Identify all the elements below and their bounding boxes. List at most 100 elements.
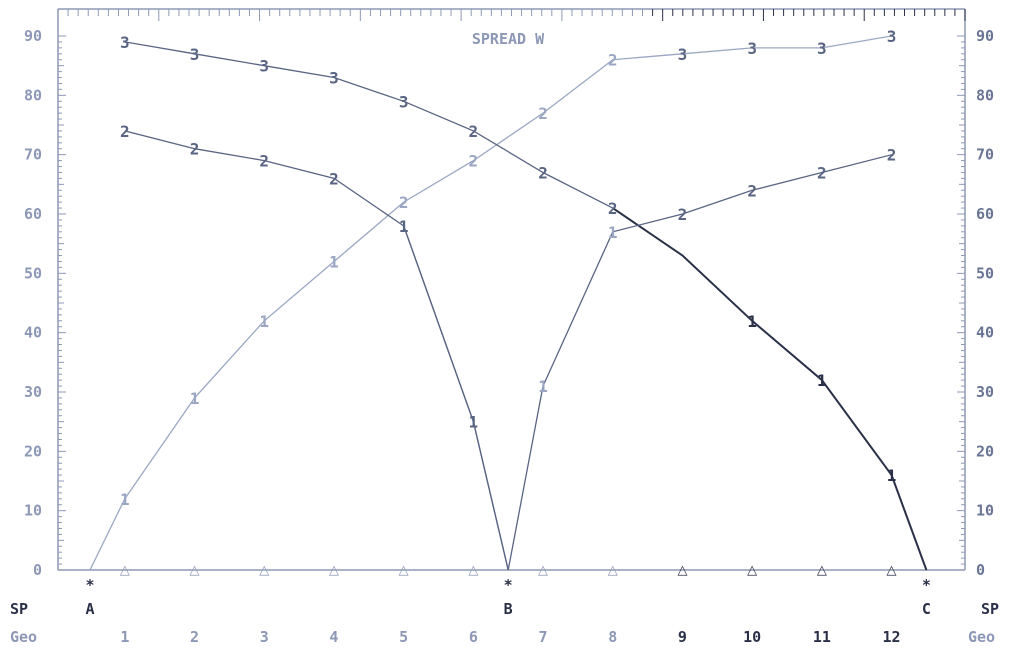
series-2-point-label: 2 — [259, 152, 269, 171]
baseline-marker: △ — [608, 563, 618, 578]
series-2-point-label: 2 — [538, 104, 548, 123]
plot-frame — [57, 8, 966, 571]
baseline-marker: △ — [538, 563, 548, 578]
geo-category-label: 8 — [608, 628, 617, 646]
series-1-point-label: 1 — [817, 371, 827, 390]
sp-point-label: C — [922, 600, 931, 618]
series-2-point-label: 2 — [469, 122, 479, 141]
series-2-point-label: 2 — [469, 152, 479, 171]
series-2-point-label: 2 — [538, 163, 548, 182]
left-y-axis: 0 10 20 30 40 50 60 70 80 90 — [24, 27, 66, 579]
series-2-point-label: 2 — [747, 181, 757, 200]
geo-category-label: 4 — [329, 628, 338, 646]
right-y-axis: 0 10 20 30 40 50 60 70 80 90 — [957, 27, 994, 579]
right-y-tick-label: 30 — [976, 383, 994, 401]
left-y-tick-label: 0 — [33, 561, 42, 579]
series-lines — [89, 35, 928, 571]
series-1-point-label: 1 — [399, 217, 409, 236]
geo-category-label: 2 — [190, 628, 199, 646]
baseline-marker: △ — [817, 563, 827, 578]
series-line-2 — [124, 130, 892, 571]
series-line-1-descent — [403, 225, 509, 571]
right-y-tick-label: 0 — [976, 561, 985, 579]
series-3-point-label: 3 — [817, 39, 827, 58]
baseline-marker: △ — [887, 563, 897, 578]
series-3-point-label: 3 — [259, 57, 269, 76]
baseline-marker: △ — [468, 563, 478, 578]
series-2-point-label: 2 — [887, 146, 897, 165]
sp-point-label: B — [504, 600, 513, 618]
left-y-tick-label: 50 — [24, 264, 42, 282]
series-line-1 — [612, 207, 928, 571]
series-2-point-label: 2 — [608, 51, 618, 70]
series-2-point-label: 2 — [817, 163, 827, 182]
sp-point-marker: * — [504, 576, 513, 594]
chart-title: SPREAD W — [472, 30, 545, 48]
sp-row-label-right: SP — [981, 600, 999, 618]
left-y-tick-label: 70 — [24, 146, 42, 164]
geo-category-label: 12 — [883, 628, 901, 646]
geo-category-label: 9 — [678, 628, 687, 646]
series-3-point-label: 3 — [678, 45, 688, 64]
sp-point-marker: * — [922, 576, 931, 594]
sp-row-label-left: SP — [10, 600, 28, 618]
series-2-point-label: 2 — [678, 205, 688, 224]
series-1-point-label: 1 — [469, 413, 479, 432]
right-y-tick-label: 80 — [976, 86, 994, 104]
baseline-marker: △ — [329, 563, 339, 578]
geo-category-label: 7 — [539, 628, 548, 646]
baseline-marker: △ — [259, 563, 269, 578]
geo-category-label: 5 — [399, 628, 408, 646]
top-x-ticks — [57, 9, 966, 21]
right-y-tick-label: 20 — [976, 442, 994, 460]
series-2-point-label: 2 — [329, 169, 339, 188]
series-1-point-label: 1 — [608, 223, 618, 242]
series-1-point-label: 1 — [747, 312, 757, 331]
series-3-point-label: 3 — [190, 45, 200, 64]
sp-point-label: A — [85, 600, 94, 618]
series-3-point-label: 3 — [120, 33, 130, 52]
right-y-tick-label: 40 — [976, 324, 994, 342]
series-1-point-label: 1 — [538, 377, 548, 396]
series-3-point-label: 3 — [399, 92, 409, 111]
baseline-marker: △ — [747, 563, 757, 578]
baseline-marker: △ — [120, 563, 130, 578]
baseline-marker: △ — [399, 563, 409, 578]
series-2-point-label: 2 — [608, 199, 618, 218]
geo-category-label: 6 — [469, 628, 478, 646]
geo-row-label-left: Geo — [10, 628, 37, 646]
series-1-point-label: 1 — [190, 389, 200, 408]
series-line-1 — [89, 35, 892, 571]
series-2-point-label: 2 — [190, 140, 200, 159]
sp-point-marker: * — [85, 576, 94, 594]
series-1-point-label: 1 — [259, 312, 269, 331]
series-1-point-label: 1 — [329, 252, 339, 271]
baseline-markers: △ △ △ △ △ △ △ △ △ △ △ △ — [120, 563, 897, 578]
geo-category-label: 11 — [813, 628, 831, 646]
geo-row-label-right: Geo — [968, 628, 995, 646]
series-3-point-label: 3 — [747, 39, 757, 58]
right-y-tick-label: 50 — [976, 264, 994, 282]
right-y-tick-label: 60 — [976, 205, 994, 223]
series-line-3 — [124, 41, 614, 209]
left-y-tick-label: 30 — [24, 383, 42, 401]
geo-category-label: 10 — [743, 628, 761, 646]
right-y-tick-label: 70 — [976, 146, 994, 164]
left-y-tick-label: 60 — [24, 205, 42, 223]
series-3-point-label: 3 — [887, 27, 897, 46]
geo-category-label: 1 — [120, 628, 129, 646]
left-y-tick-label: 80 — [24, 86, 42, 104]
series-3-point-label: 3 — [329, 69, 339, 88]
right-y-tick-label: 10 — [976, 502, 994, 520]
series-2-point-label: 2 — [399, 193, 409, 212]
series-2-point-label: 2 — [120, 122, 130, 141]
left-y-tick-label: 40 — [24, 324, 42, 342]
series-1-point-label: 1 — [887, 466, 897, 485]
right-y-tick-label: 90 — [976, 27, 994, 45]
geo-category-label: 3 — [260, 628, 269, 646]
left-y-tick-label: 20 — [24, 442, 42, 460]
series-point-labels: 1 1 1 1 1 1 1 1 1 1 1 2 2 2 2 2 2 2 2 2 2 2 3 3 3 3 3 3 3 3 3 2 2 2 2 — [120, 27, 896, 509]
baseline-marker: △ — [190, 563, 200, 578]
